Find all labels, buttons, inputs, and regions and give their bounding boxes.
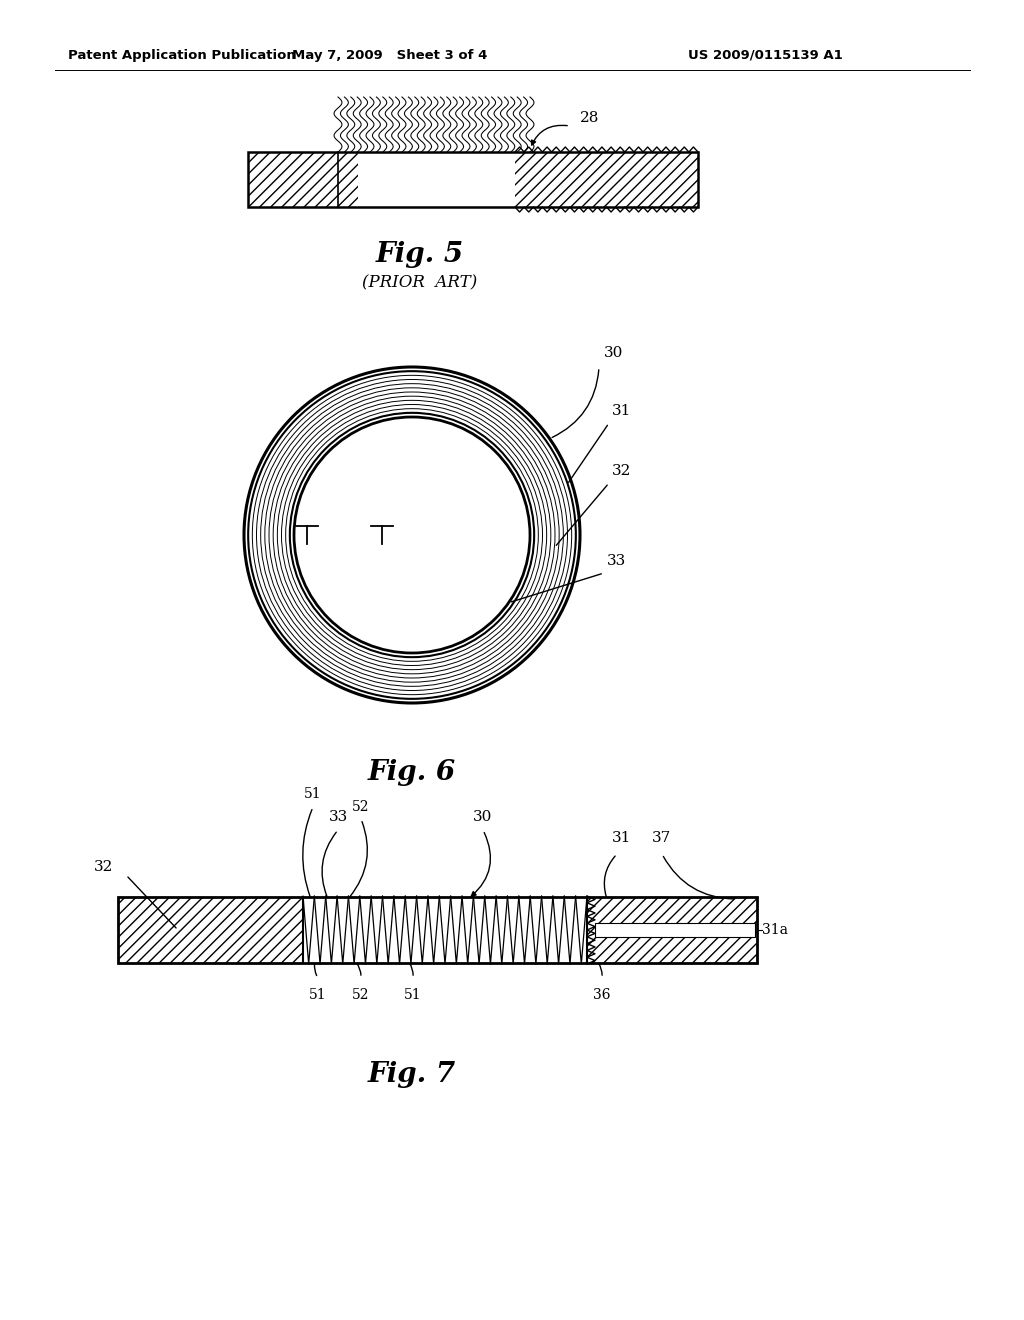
Bar: [118, 898, 303, 964]
Text: Fig. 7: Fig. 7: [368, 1061, 456, 1089]
Text: 31: 31: [612, 832, 632, 845]
Text: 33: 33: [329, 810, 347, 824]
Bar: [248, 152, 698, 207]
Bar: [248, 152, 358, 207]
Text: May 7, 2009   Sheet 3 of 4: May 7, 2009 Sheet 3 of 4: [292, 49, 487, 62]
Text: 52: 52: [352, 987, 370, 1002]
Text: Fig. 6: Fig. 6: [368, 759, 456, 785]
Bar: [248, 152, 698, 207]
Text: 28: 28: [580, 111, 599, 125]
Bar: [118, 898, 757, 964]
Circle shape: [244, 367, 580, 704]
Bar: [595, 923, 755, 937]
Text: 51: 51: [304, 787, 322, 801]
Text: Patent Application Publication: Patent Application Publication: [68, 49, 296, 62]
Text: 32: 32: [612, 465, 632, 478]
Text: 37: 37: [652, 832, 672, 845]
Text: US 2009/0115139 A1: US 2009/0115139 A1: [688, 49, 843, 62]
Text: 51: 51: [404, 987, 422, 1002]
Text: 31a: 31a: [762, 923, 788, 937]
Text: 36: 36: [593, 987, 610, 1002]
Bar: [587, 898, 757, 964]
Bar: [118, 898, 757, 964]
Text: 7: 7: [377, 554, 387, 568]
Text: 51: 51: [309, 987, 327, 1002]
Text: Fig. 5: Fig. 5: [376, 242, 464, 268]
Bar: [515, 152, 698, 207]
Text: 31: 31: [612, 404, 632, 418]
Text: (PRIOR  ART): (PRIOR ART): [362, 275, 477, 292]
Text: 33: 33: [607, 554, 627, 568]
Text: 52: 52: [352, 800, 370, 814]
Text: 32: 32: [93, 861, 113, 874]
Text: 7: 7: [302, 554, 312, 568]
Text: 30: 30: [473, 810, 493, 824]
Text: 30: 30: [604, 346, 624, 360]
